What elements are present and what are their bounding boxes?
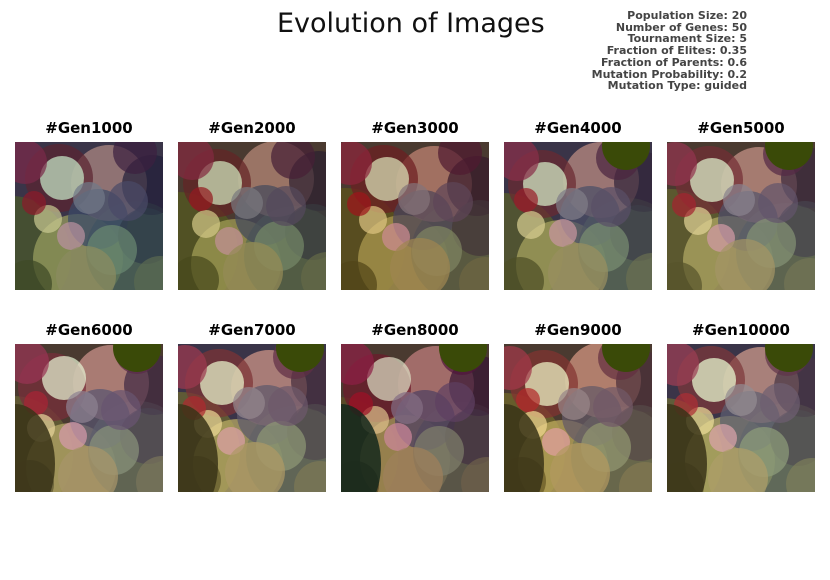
generated-image-gen5000 [667,142,815,290]
param-mutation-type: Mutation Type: guided [607,79,747,93]
generated-image-gen4000 [504,142,652,290]
panel-label-gen3000: #Gen3000 [371,119,459,137]
figure-title: Evolution of Images [277,8,545,39]
param-mutation-probability: Mutation Probability: 0.2 [591,67,747,81]
panel-label-gen9000: #Gen9000 [534,321,622,339]
generated-image-gen10000 [667,344,815,492]
generated-image-gen6000 [15,344,163,492]
panel-label-gen10000: #Gen10000 [692,321,790,339]
parameter-list: Population Size: 20 Number of Genes: 50 … [592,10,747,92]
generated-image-gen3000 [341,142,489,290]
panel-label-gen4000: #Gen4000 [534,119,622,137]
generated-image-gen1000 [15,142,163,290]
panel-label-gen2000: #Gen2000 [208,119,296,137]
generated-image-gen8000 [341,344,489,492]
param-number-of-genes: Number of Genes: 50 [615,20,747,34]
panel-label-gen6000: #Gen6000 [45,321,133,339]
panel-label-gen7000: #Gen7000 [208,321,296,339]
param-tournament-size: Tournament Size: 5 [627,32,747,46]
param-population-size: Population Size: 20 [627,9,747,22]
panel-label-gen5000: #Gen5000 [697,119,785,137]
param-fraction-parents: Fraction of Parents: 0.6 [600,55,747,69]
param-fraction-elites: Fraction of Elites: 0.35 [606,44,747,58]
panel-label-gen1000: #Gen1000 [45,119,133,137]
panel-label-gen8000: #Gen8000 [371,321,459,339]
generated-image-gen2000 [178,142,326,290]
generated-image-gen9000 [504,344,652,492]
generated-image-gen7000 [178,344,326,492]
